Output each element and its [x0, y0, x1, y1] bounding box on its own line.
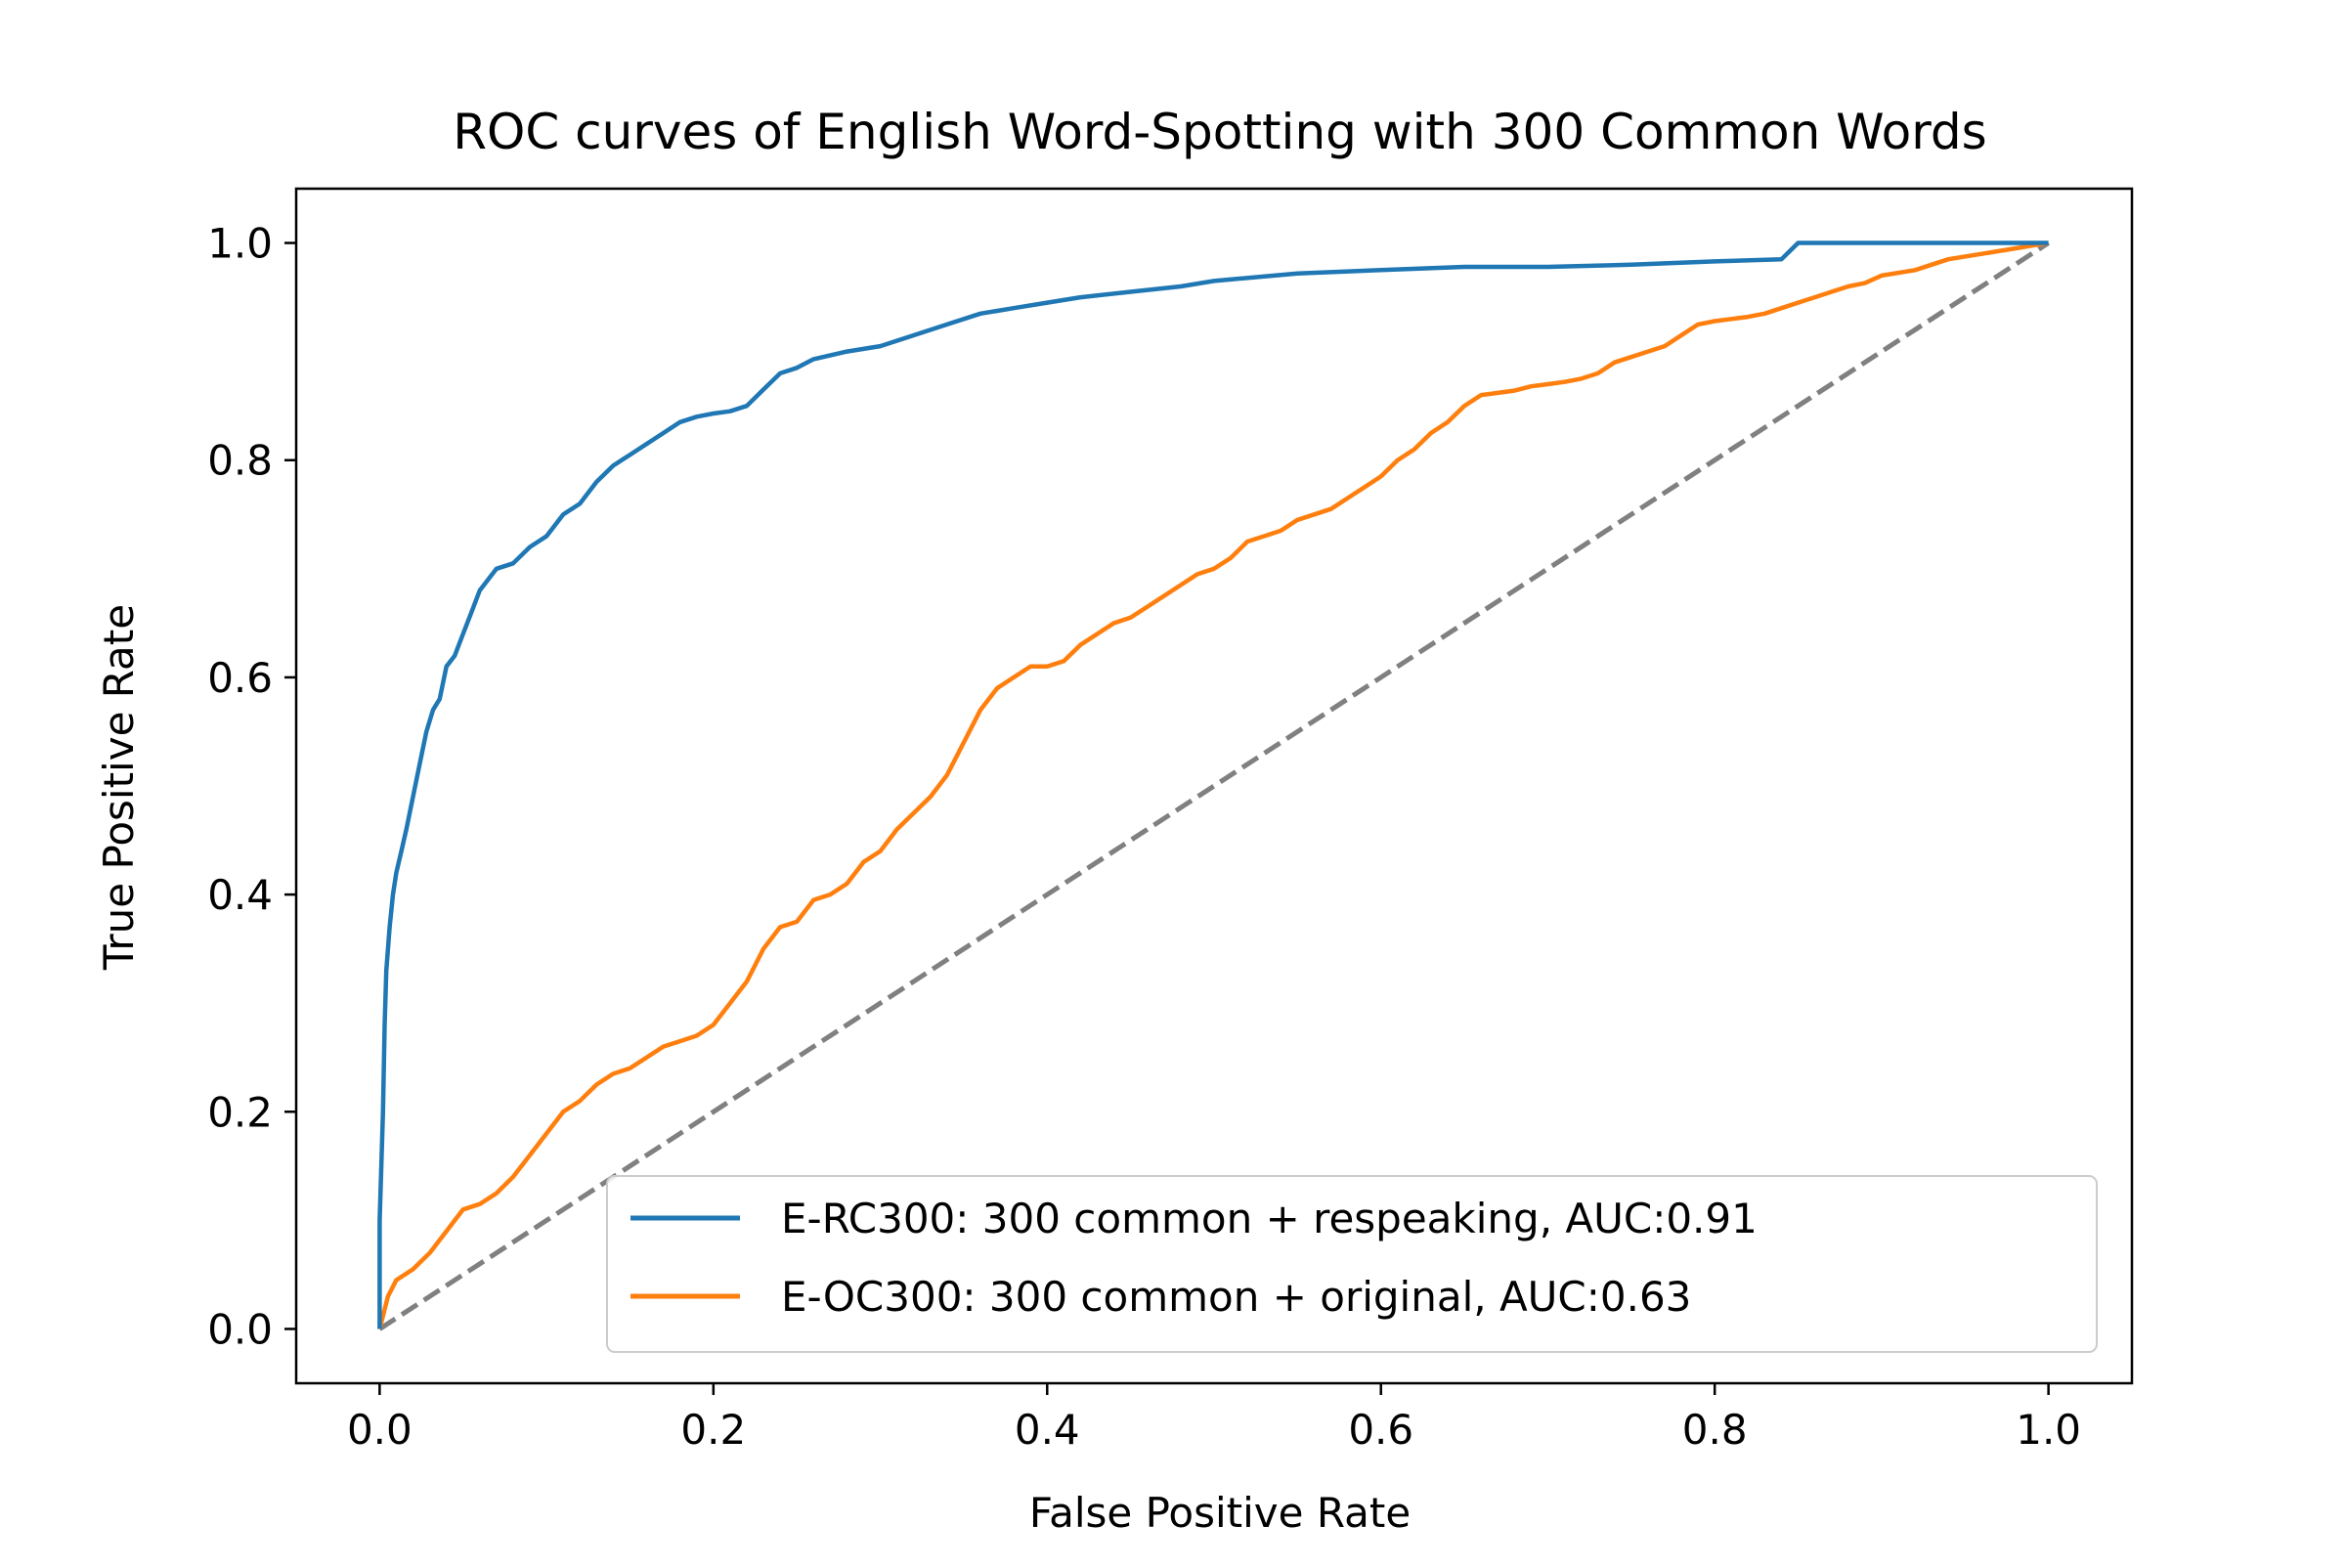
x-tick-label: 1.0 — [2016, 1406, 2081, 1454]
x-tick-label: 0.6 — [1348, 1406, 1413, 1454]
y-tick-label: 0.4 — [207, 871, 273, 919]
x-tick-label: 0.4 — [1015, 1406, 1080, 1454]
y-tick-label: 0.2 — [207, 1088, 273, 1136]
x-tick-label: 0.8 — [1682, 1406, 1748, 1454]
y-tick-label: 0.0 — [207, 1305, 273, 1353]
legend-label-series-1: E-RC300: 300 common + respeaking, AUC:0.… — [781, 1195, 1758, 1242]
y-tick-label: 0.6 — [207, 654, 273, 702]
series-lines — [377, 240, 2050, 1331]
x-tick-label: 0.0 — [347, 1406, 413, 1454]
plot-frame — [294, 187, 2134, 1385]
chart-title: ROC curves of English Word-Spotting with… — [453, 104, 1986, 160]
diagonal-reference-line — [378, 240, 2050, 1331]
axis-ticks: 0.0 0.2 0.4 0.6 0.8 1.0 0.0 0.2 0.4 0.6 0.8 1.0 — [207, 220, 2081, 1454]
legend-label-series-2: E-OC300: 300 common + original, AUC:0.63 — [781, 1273, 1691, 1321]
y-axis-label: True Positive Rate — [95, 604, 143, 971]
x-axis-label: False Positive Rate — [1029, 1489, 1411, 1537]
series-line-1 — [377, 240, 2049, 1329]
legend-box — [606, 1175, 2098, 1353]
series-line-2 — [377, 240, 2049, 1330]
legend: E-RC300: 300 common + respeaking, AUC:0.… — [606, 1175, 2098, 1353]
y-tick-label: 1.0 — [207, 220, 273, 268]
y-tick-label: 0.8 — [207, 437, 273, 485]
x-tick-label: 0.2 — [680, 1406, 746, 1454]
